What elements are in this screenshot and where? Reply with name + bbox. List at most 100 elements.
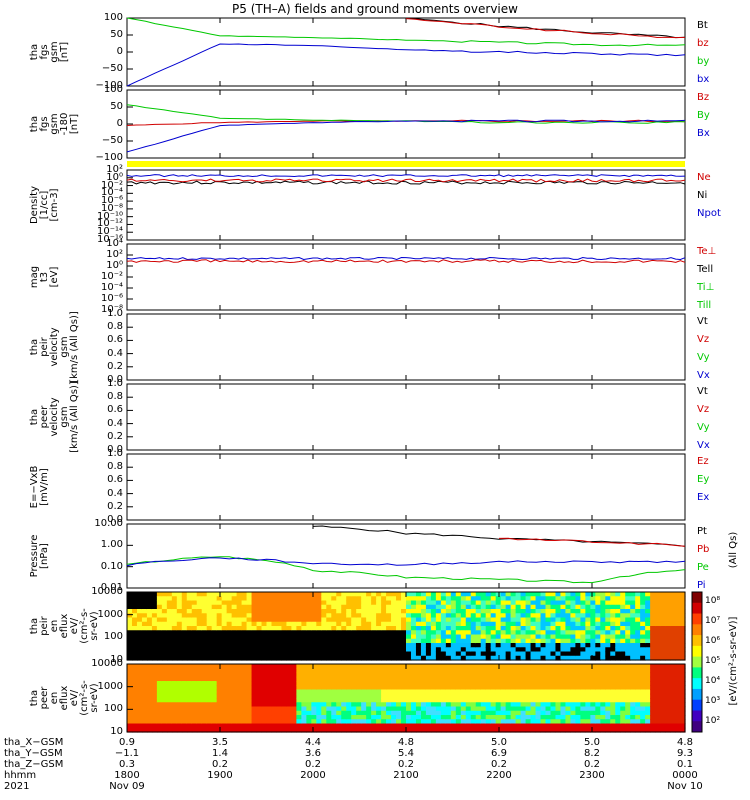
spectrogram-cell: [465, 634, 472, 640]
spectrogram-cell: [231, 706, 238, 712]
spectrogram-cell: [127, 689, 133, 695]
spectrogram-cell: [540, 664, 547, 669]
spectrogram-cell: [590, 600, 596, 606]
spectrogram-cell: [410, 643, 417, 648]
y-tick-label: 0.2: [107, 500, 123, 512]
spectrogram-cell: [261, 681, 268, 686]
spectrogram-cell: [206, 592, 213, 597]
spectrogram-cell: [216, 706, 223, 712]
spectrogram-cell: [495, 609, 502, 614]
spectrogram-cell: [131, 693, 138, 699]
spectrogram-cell: [565, 706, 572, 712]
spectrogram-cell: [625, 643, 631, 648]
spectrogram-cell: [156, 668, 163, 674]
spectrogram-cell: [296, 651, 302, 657]
spectrogram-cell: [291, 638, 297, 644]
spectrogram-cell: [127, 604, 133, 610]
spectrogram-cell: [326, 600, 332, 606]
spectrogram-cell: [281, 715, 288, 720]
spectrogram-cell: [600, 676, 606, 682]
spectrogram-cell: [425, 655, 432, 661]
spectrogram-cell: [415, 702, 422, 708]
spectrogram-cell: [525, 698, 532, 703]
spectrogram-cell: [570, 634, 576, 640]
spectrogram-cell: [311, 604, 317, 610]
spectrogram-cell: [371, 676, 377, 682]
spectrogram-cell: [550, 655, 557, 661]
spectrogram-cell: [425, 672, 432, 678]
spectrogram-cell: [460, 698, 467, 703]
spectrogram-cell: [271, 651, 278, 657]
spectrogram-cell: [201, 600, 208, 606]
spectrogram-cell: [420, 600, 427, 606]
spectrogram-cell: [410, 609, 417, 614]
spectrogram-cell: [366, 681, 372, 686]
spectrogram-cell: [196, 689, 203, 695]
spectrogram-cell: [505, 668, 512, 674]
spectrogram-cell: [430, 727, 437, 733]
spectrogram-cell: [241, 651, 248, 657]
spectrogram-cell: [276, 715, 283, 720]
spectrogram-cell: [166, 719, 173, 725]
spectrogram-cell: [465, 715, 472, 720]
spectrogram-cell: [480, 685, 487, 691]
spectrogram-cell: [281, 668, 288, 674]
spectrogram-cell: [565, 715, 572, 720]
spectrogram-cell: [595, 693, 601, 699]
spectrogram-cell: [326, 710, 332, 716]
spectrogram-cell: [201, 613, 208, 619]
spectrogram-cell: [605, 723, 611, 729]
spectrogram-cell: [580, 630, 586, 636]
spectrogram-cell: [296, 664, 302, 669]
spectrogram-cell: [540, 634, 547, 640]
spectrogram-cell: [630, 638, 636, 644]
spectrogram-cell: [535, 655, 542, 661]
spectrogram-cell: [201, 685, 208, 691]
spectrogram-cell: [261, 723, 268, 729]
spectrogram-cell: [410, 655, 417, 661]
spectrogram-cell: [396, 609, 402, 614]
spectrogram-cell: [525, 621, 532, 627]
spectrogram-cell: [381, 651, 387, 657]
spectrogram-cell: [361, 638, 367, 644]
spectrogram-cell: [640, 715, 646, 720]
spectrogram-cell: [605, 706, 611, 712]
spectrogram-cell: [171, 723, 178, 729]
spectrogram-cell: [535, 672, 542, 678]
spectrogram-cell: [425, 600, 432, 606]
spectrogram-cell: [236, 723, 243, 729]
spectrogram-cell: [396, 719, 402, 725]
spectrogram-cell: [570, 702, 576, 708]
spectrogram-cell: [525, 723, 532, 729]
spectrogram-cell: [570, 715, 576, 720]
spectrogram-cell: [585, 630, 591, 636]
spectrogram-cell: [605, 626, 611, 631]
spectrogram-cell: [396, 638, 402, 644]
spectrogram-cell: [415, 668, 422, 674]
spectrogram-cell: [535, 592, 542, 597]
spectrogram-cell: [550, 634, 557, 640]
spectrogram-cell: [520, 613, 527, 619]
spectrogram-cell: [530, 643, 537, 648]
spectrogram-cell: [515, 676, 522, 682]
spectrogram-cell: [550, 613, 557, 619]
spectrogram-cell: [346, 651, 352, 657]
spectrogram-cell: [515, 723, 522, 729]
spectrogram-cell: [510, 643, 517, 648]
spectrogram-cell: [406, 596, 412, 602]
spectrogram-cell: [301, 664, 307, 669]
spectrogram-cell: [351, 604, 357, 610]
spectrogram-cell: [580, 647, 586, 653]
spectrogram-cell: [485, 604, 492, 610]
trace-line: [126, 178, 686, 183]
spectrogram-cell: [186, 655, 193, 661]
spectrogram-cell: [640, 698, 646, 703]
spectrogram-cell: [156, 710, 163, 716]
spectrogram-cell: [306, 668, 312, 674]
spectrogram-cell: [435, 647, 442, 653]
spectrogram-cell: [211, 676, 218, 682]
spectrogram-cell: [515, 638, 522, 644]
spectrogram-cell: [241, 719, 248, 725]
spectrogram-cell: [336, 702, 342, 708]
spectrogram-cell: [455, 655, 462, 661]
